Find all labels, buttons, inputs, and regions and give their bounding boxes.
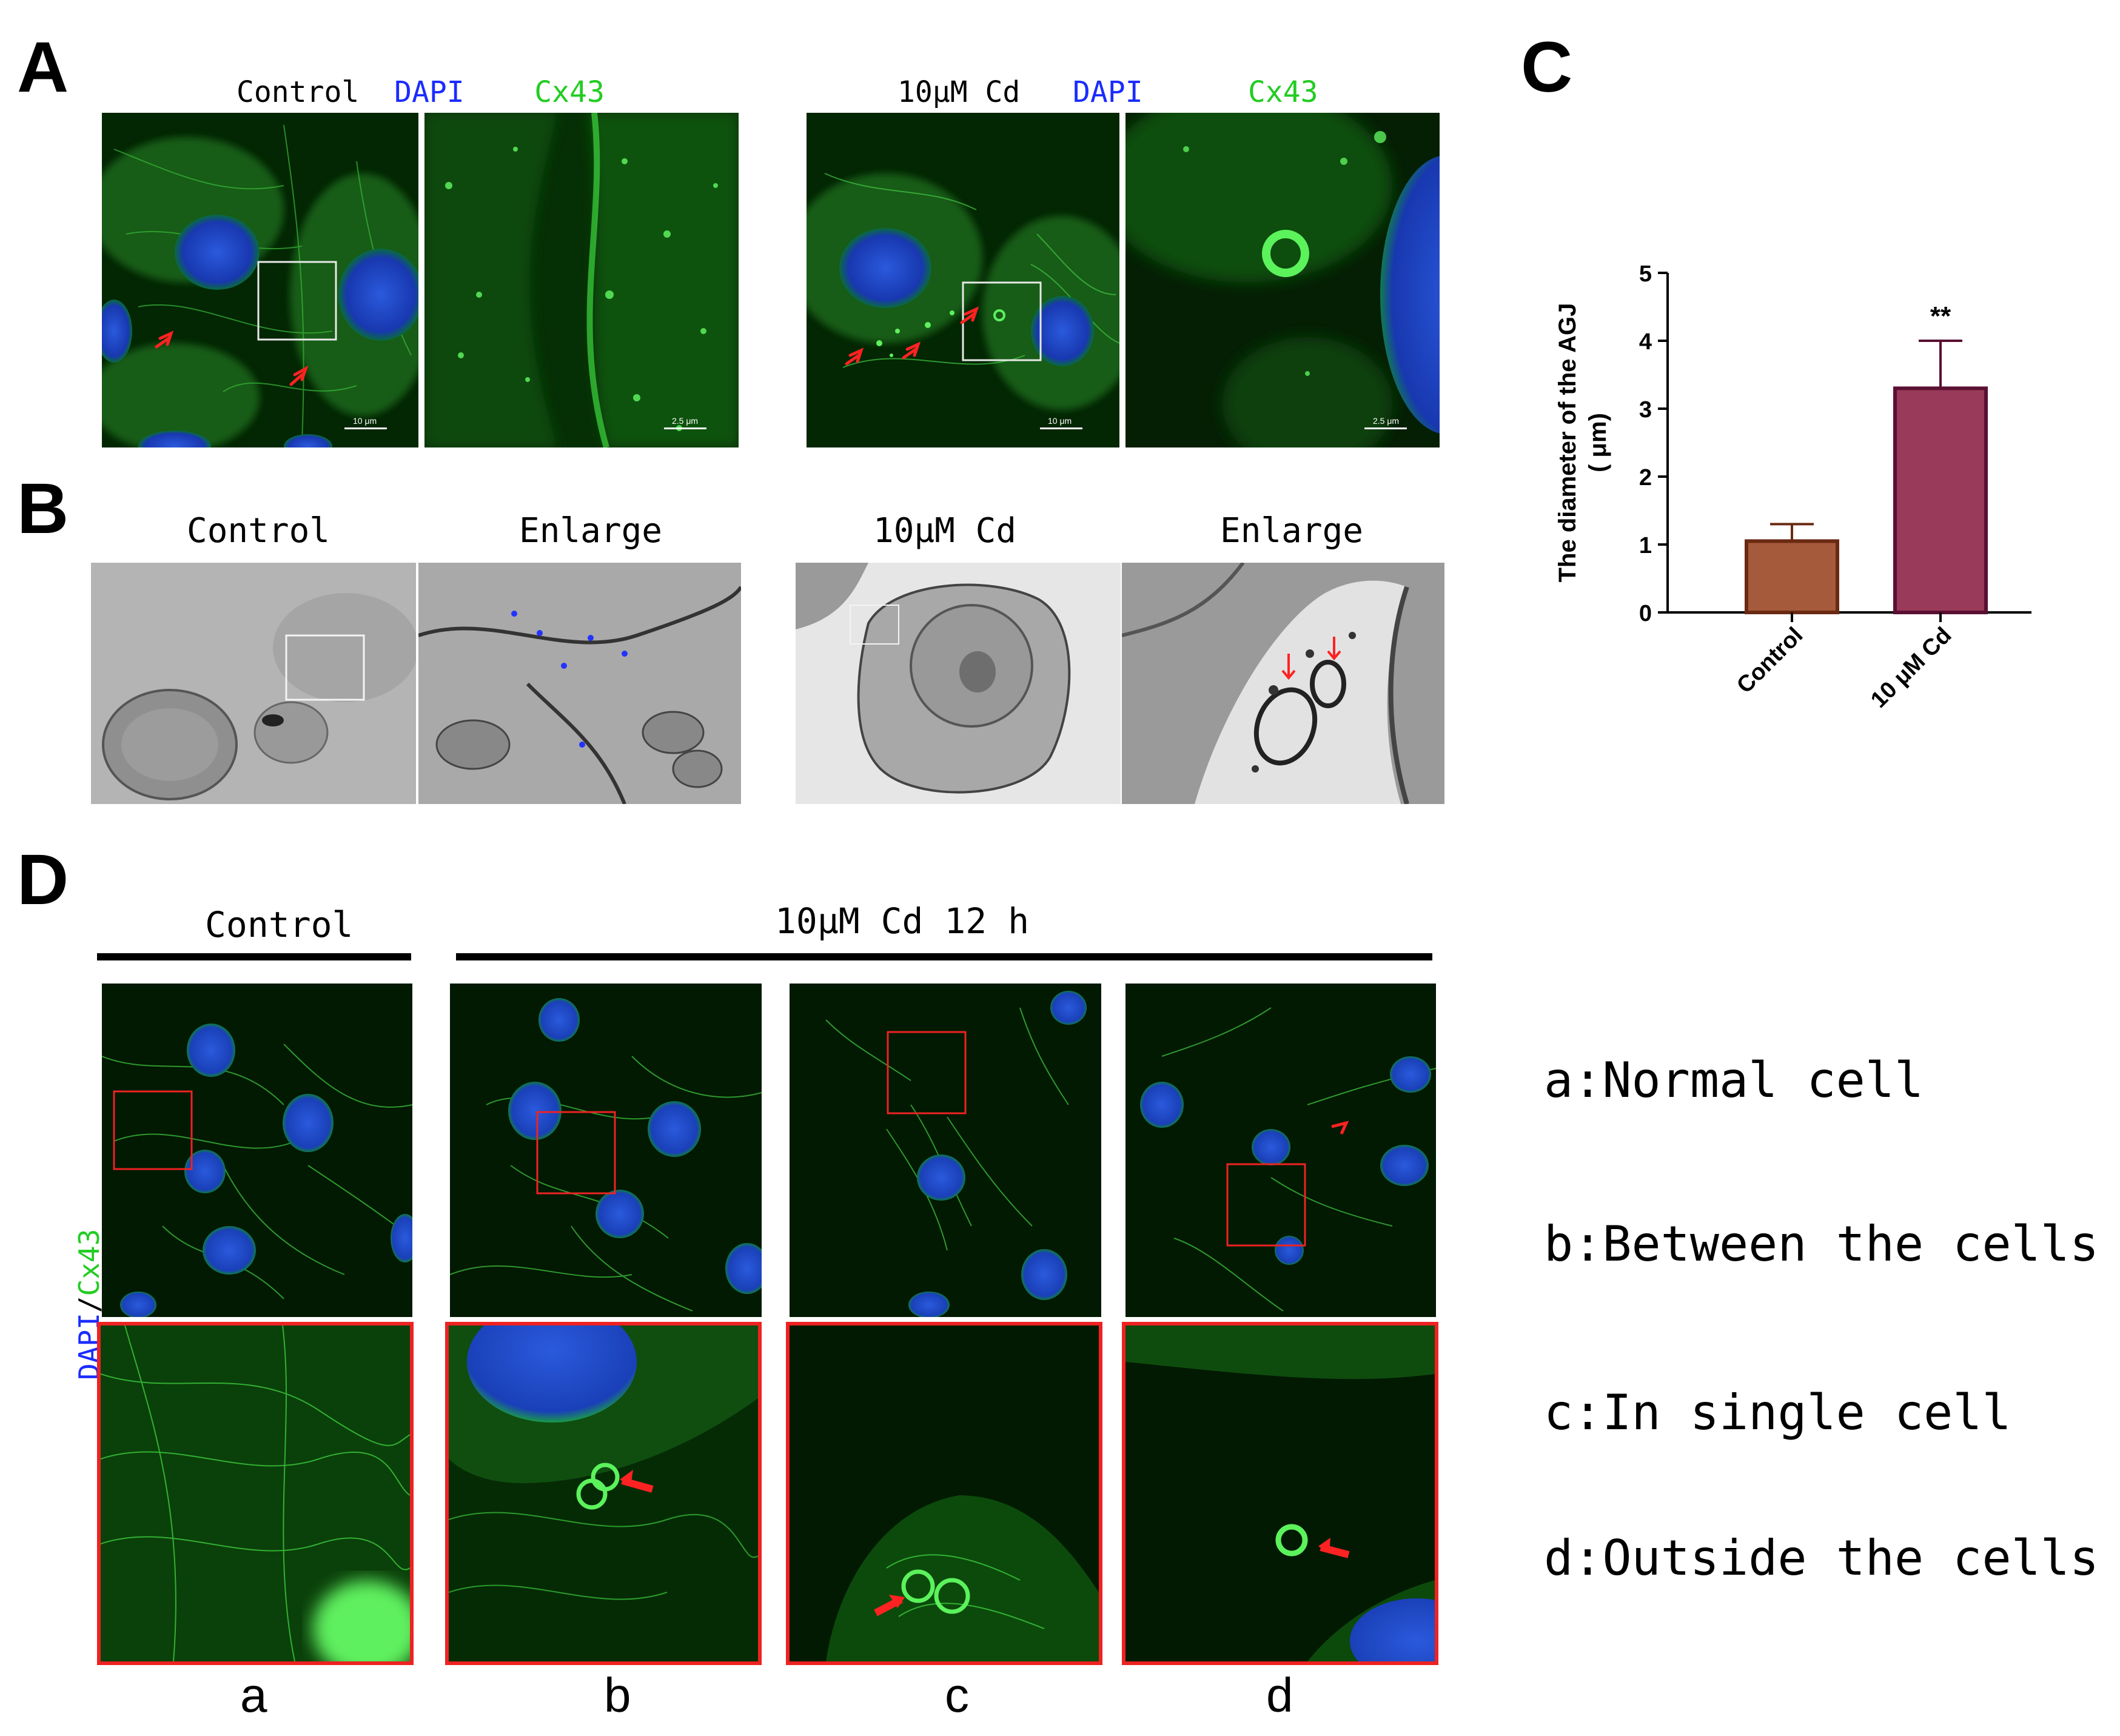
cx43-stain-label: Cx43 [73,1228,106,1296]
control-group-bar [97,953,411,960]
legend-item-a: a:Normal cell [1544,1056,1924,1105]
panel-c-label: C [1521,27,1573,107]
micrograph-d-overview-d [1125,984,1436,1317]
legend-text: Outside the cells [1602,1530,2099,1586]
scale-bar [664,427,706,429]
legend-key: a: [1544,1052,1603,1108]
control-name: Control [236,75,360,109]
micrograph-a-control-zoom [424,113,739,447]
dapi-stain-label: DAPI [394,75,465,109]
bar [1745,539,1839,615]
panel-b-header-control: Control [187,511,330,551]
sub-label-b: b [604,1668,631,1722]
y-axis-label: The diameter of the AGJ [1554,303,1581,583]
legend-key: c: [1544,1384,1603,1441]
panel-b-header-cd: 10μM Cd [873,511,1017,551]
scale-label: 2.5 μm [1373,416,1400,426]
scale-bar [1364,427,1407,429]
panel-b-header-enlarge-control: Enlarge [519,511,663,551]
scale-label: 10 μm [1048,416,1072,426]
micrograph-a-cd-overview [807,113,1119,447]
cx43-stain-label: Cx43 [534,75,605,109]
y-tick-label: 2 [1639,465,1652,491]
legend-item-d: d:Outside the cells [1544,1534,2099,1583]
panel-d-label: D [17,840,69,920]
em-image-cd [796,563,1121,804]
scale-label: 2.5 μm [672,416,699,426]
bar-chart: 0 1 2 3 4 5 The diameter of the AGJ( μm) Contro… [1554,261,2031,713]
x-tick-label: Control [1732,623,1808,699]
micrograph-d-zoom-c [786,1322,1102,1665]
scale-bar [344,427,387,429]
panel-d-cd-header: 10μM Cd 12 h [775,900,1030,942]
micrograph-d-zoom-a [97,1322,414,1665]
y-tick-label: 3 [1639,397,1652,423]
significance-annotation: ** [1930,301,1951,331]
bar [1893,386,1988,614]
y-tick-label: 0 [1639,601,1652,626]
y-tick-label: 5 [1639,261,1652,287]
micrograph-a-cd-zoom [1125,113,1440,447]
y-tick-label: 1 [1639,533,1652,558]
stain-separator: / [73,1296,106,1313]
micrograph-a-control-overview [102,113,418,447]
legend-text: In single cell [1602,1384,2011,1441]
legend-item-b: b:Between the cells [1544,1220,2099,1268]
micrograph-d-zoom-d [1122,1322,1438,1665]
panel-a-cd-title: 10μM Cd DAPI Cx43 [897,78,1318,107]
sub-label-a: a [240,1668,267,1722]
panel-a-control-title: Control DAPI Cx43 [236,78,605,107]
panel-a-label: A [17,27,69,107]
y-tick-label: 4 [1639,329,1652,355]
dapi-stain-label: DAPI [1073,75,1143,109]
micrograph-d-zoom-b [445,1322,762,1665]
cd-name: 10μM Cd [897,75,1021,109]
panel-d-control-header: Control [205,904,354,945]
micrograph-d-overview-b [450,984,762,1317]
legend-key: d: [1544,1530,1603,1586]
em-image-cd-enlarge [1122,563,1444,804]
cd-group-bar [456,953,1432,960]
sub-label-d: d [1266,1668,1293,1722]
sub-label-c: c [945,1668,969,1722]
legend-text: Normal cell [1602,1052,1924,1108]
panel-b-header-enlarge-cd: Enlarge [1220,511,1364,551]
cx43-stain-label: Cx43 [1247,75,1318,109]
micrograph-d-overview-a [102,984,412,1317]
em-image-control [91,563,416,804]
micrograph-d-overview-c [790,984,1101,1317]
scale-bar [1040,427,1082,429]
legend-item-c: c:In single cell [1544,1389,2011,1437]
panel-b-label: B [17,469,69,549]
scale-label: 10 μm [353,416,377,426]
y-axis-label-unit: ( μm) [1585,413,1611,472]
em-image-control-enlarge [418,563,741,804]
legend-key: b: [1544,1216,1603,1272]
legend-text: Between the cells [1602,1216,2099,1272]
x-tick-label: 10 μM Cd [1866,623,1956,713]
